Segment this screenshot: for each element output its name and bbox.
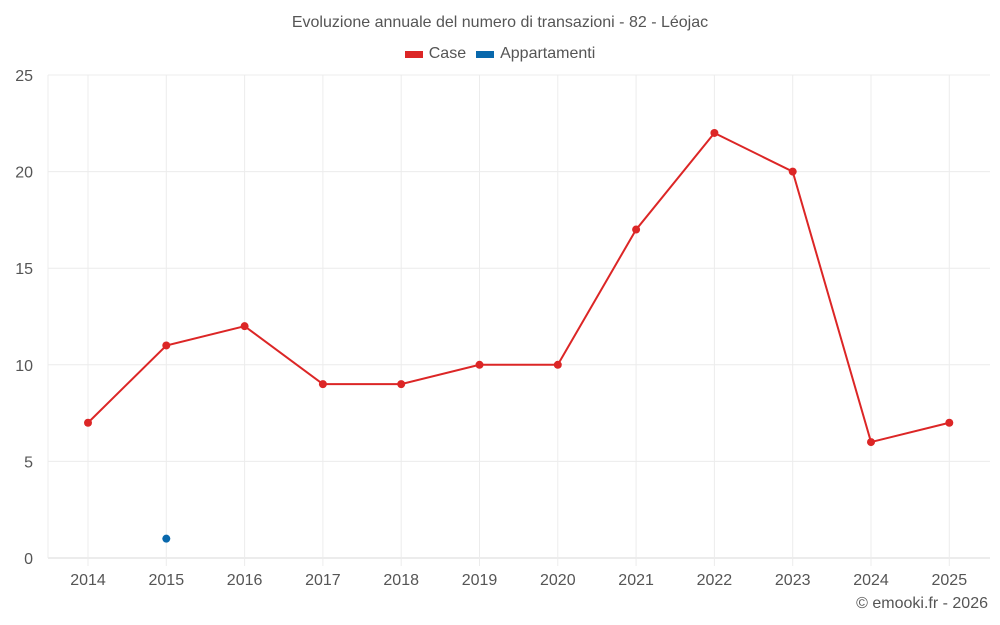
data-point-case[interactable] [945,418,954,427]
y-tick-label: 20 [15,165,33,182]
x-tick-label: 2018 [383,572,419,589]
x-tick-label: 2016 [227,572,263,589]
data-point-case[interactable] [553,360,562,369]
x-tick-label: 2021 [618,572,654,589]
x-tick-label: 2017 [305,572,341,589]
x-tick-label: 2025 [932,572,968,589]
y-tick-label: 0 [24,551,33,568]
data-point-appartamenti[interactable] [162,534,171,543]
x-tick-label: 2024 [853,572,889,589]
x-tick-label: 2023 [775,572,811,589]
legend-item-appartamenti[interactable]: Appartamenti [476,45,595,63]
x-tick-label: 2014 [70,572,106,589]
data-point-case[interactable] [867,438,875,447]
data-point-case[interactable] [162,341,171,350]
data-point-case[interactable] [632,225,641,234]
data-point-case[interactable] [240,322,249,331]
data-point-case[interactable] [475,360,484,369]
data-point-case[interactable] [397,380,406,389]
y-tick-label: 25 [15,68,33,85]
x-tick-label: 2022 [697,572,733,589]
legend-label-appartamenti: Appartamenti [500,45,596,62]
legend-swatch-case [404,50,423,58]
y-tick-label: 15 [15,261,33,278]
x-tick-label: 2019 [462,572,498,589]
x-tick-label: 2020 [540,572,576,589]
data-point-case[interactable] [788,167,797,176]
legend-swatch-appartamenti [476,50,495,58]
credit-text: © emooki.fr - 2026 [856,595,988,612]
data-point-case[interactable] [710,128,719,137]
y-tick-label: 10 [15,358,33,375]
legend-item-case[interactable]: Case [404,45,467,63]
data-point-case[interactable] [84,418,92,427]
chart-title: Evoluzione annuale del numero di transaz… [291,14,709,31]
data-point-case[interactable] [318,380,327,389]
y-tick-label: 5 [24,454,33,471]
series-line-case [87,131,950,444]
x-tick-label: 2015 [149,572,185,589]
legend-label-case: Case [428,45,467,62]
chart-legend: Case Appartamenti [0,45,1000,63]
